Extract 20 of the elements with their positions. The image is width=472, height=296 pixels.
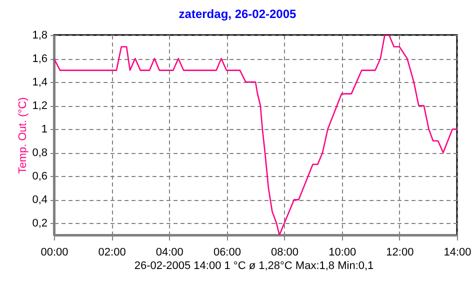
y-tick-label: 1,6: [32, 53, 48, 66]
x-tick-label: 08:00: [271, 246, 299, 258]
x-tick-label: 04:00: [156, 246, 184, 258]
y-tick-label: 0,8: [32, 147, 48, 160]
text: 26-02-2005 14:00 1 °C ø 1,28°C Max:1,8 Min:0,1: [134, 260, 374, 272]
y-tick-label: 1,8: [32, 30, 48, 42]
x-tick-label: 12:00: [386, 246, 414, 258]
y-tick-label: 1,2: [32, 100, 48, 112]
y-tick-label: 1,4: [32, 76, 48, 89]
x-tick-label: 00:00: [40, 246, 68, 258]
y-tick-label: 0,4: [32, 194, 48, 206]
y-tick-label: 1: [41, 124, 48, 136]
y-tick-label: 0,2: [32, 218, 48, 230]
x-tick-label: 10:00: [328, 246, 356, 258]
x-tick-label: 06:00: [213, 246, 241, 258]
x-tick-label: 02:00: [98, 246, 126, 258]
x-tick-label: 14:00: [444, 246, 472, 258]
y-tick-label: 0,6: [32, 170, 48, 183]
chart-title: zaterdag, 26-02-2005: [178, 7, 297, 21]
y-axis-title: Temp. Out. (°C): [17, 97, 30, 174]
